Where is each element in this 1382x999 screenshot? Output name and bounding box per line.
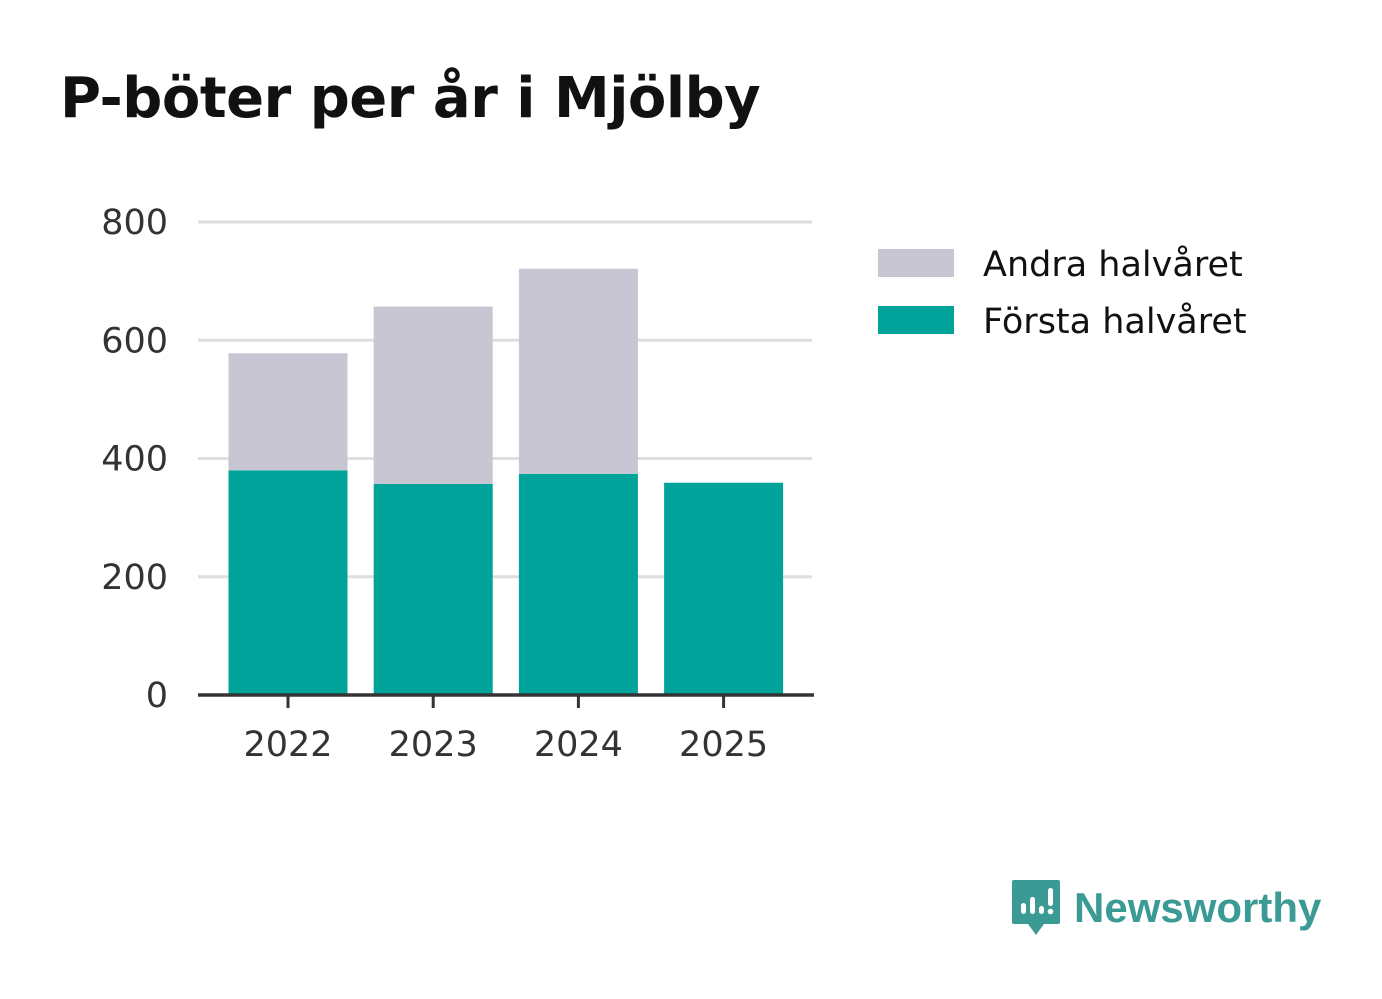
brand: Newsworthy bbox=[1010, 876, 1321, 940]
legend-label-andra: Andra halvåret bbox=[983, 244, 1243, 285]
y-tick-label-800: 800 bbox=[101, 203, 168, 243]
bar-2024-forsta bbox=[518, 473, 638, 695]
bar-2025-forsta bbox=[664, 482, 784, 695]
x-tick-label-2022: 2022 bbox=[243, 725, 332, 765]
legend: Andra halvåret Första halvåret bbox=[878, 244, 1247, 342]
y-tick-label-400: 400 bbox=[101, 440, 168, 480]
y-tick-label-600: 600 bbox=[101, 321, 168, 361]
brand-name: Newsworthy bbox=[1074, 884, 1322, 931]
chart-title: P-böter per år i Mjölby bbox=[60, 66, 761, 131]
y-tick-label-0: 0 bbox=[146, 676, 168, 716]
x-tick-label-2024: 2024 bbox=[534, 725, 623, 765]
newsworthy-logo-icon bbox=[1012, 880, 1060, 935]
bar-2023-andra bbox=[373, 306, 493, 484]
legend-swatch-forsta bbox=[878, 306, 954, 334]
bar-2023-forsta bbox=[373, 483, 493, 695]
bar-2024-andra bbox=[518, 268, 638, 474]
legend-label-forsta: Första halvåret bbox=[983, 301, 1247, 342]
bars bbox=[228, 268, 784, 695]
legend-swatch-andra bbox=[878, 249, 954, 277]
x-tick-label-2025: 2025 bbox=[679, 725, 768, 765]
y-tick-label-200: 200 bbox=[101, 558, 168, 598]
x-tick-label-2023: 2023 bbox=[389, 725, 478, 765]
axes: 0 200 400 600 800 2022 2023 2024 2025 bbox=[101, 203, 814, 765]
bar-2022-forsta bbox=[228, 470, 348, 695]
bar-2022-andra bbox=[228, 353, 348, 471]
